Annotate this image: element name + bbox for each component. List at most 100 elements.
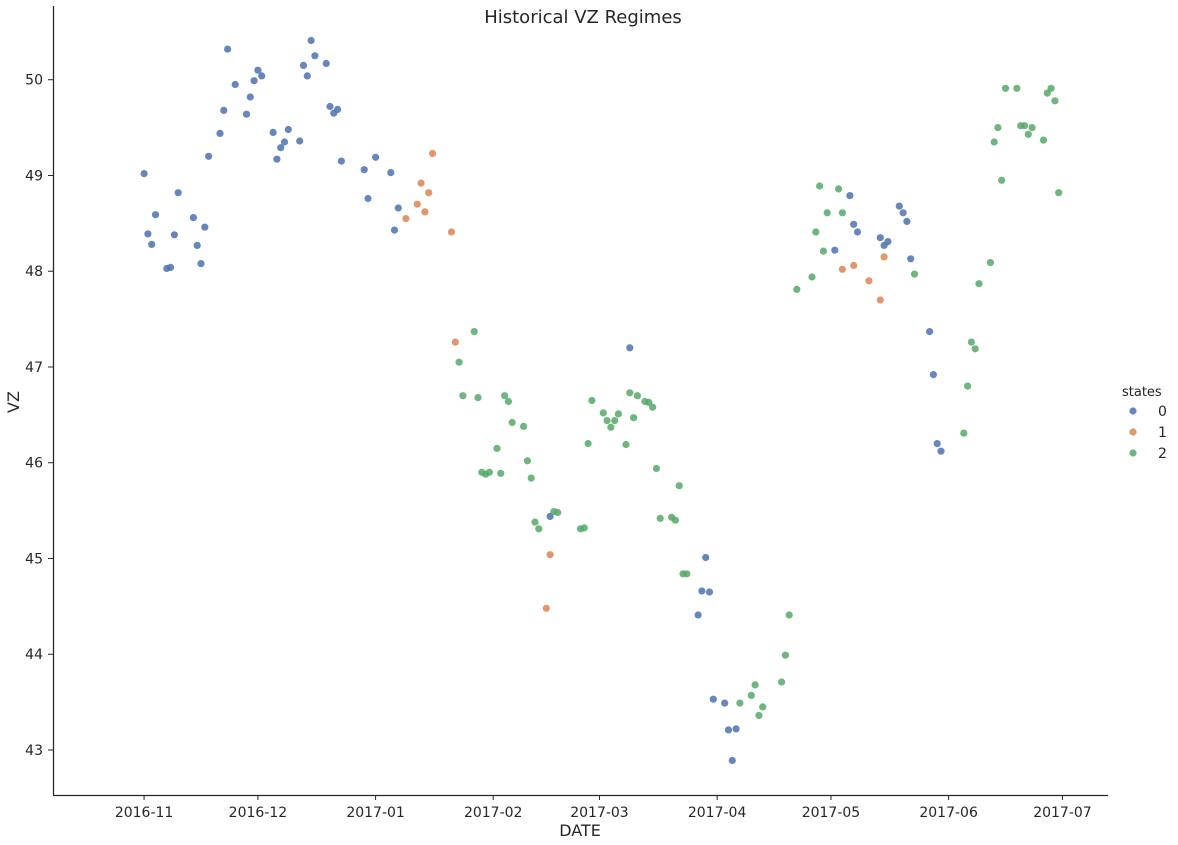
- data-point-state-0: [546, 512, 554, 521]
- data-point-state-0: [372, 153, 380, 161]
- data-point-state-0: [250, 77, 258, 85]
- data-point-state-1: [865, 277, 873, 285]
- y-tick-label: 45: [25, 551, 43, 567]
- data-point-state-0: [148, 240, 156, 248]
- data-point-state-2: [960, 429, 968, 437]
- data-point-state-2: [675, 482, 683, 490]
- y-axis-label: VZ: [4, 391, 23, 413]
- x-tick-label: 2017-01: [346, 805, 405, 821]
- x-tick-label: 2017-02: [464, 805, 523, 821]
- data-point-state-2: [759, 703, 767, 711]
- data-point-state-2: [671, 516, 680, 524]
- data-point-state-0: [205, 152, 213, 160]
- data-point-state-0: [216, 129, 224, 137]
- data-point-state-2: [614, 410, 623, 418]
- data-point-state-2: [1013, 84, 1021, 92]
- data-point-state-2: [527, 474, 535, 482]
- data-point-state-1: [451, 338, 459, 346]
- data-point-state-2: [986, 259, 995, 267]
- data-point-state-0: [231, 80, 239, 89]
- data-point-state-2: [633, 392, 642, 400]
- data-point-state-0: [296, 137, 304, 145]
- data-point-state-2: [554, 508, 562, 517]
- data-point-state-0: [277, 144, 285, 152]
- data-point-state-0: [307, 36, 315, 45]
- legend: states 0 1 2: [1122, 385, 1167, 462]
- x-tick-label: 2016-11: [115, 805, 174, 821]
- data-point-state-1: [542, 604, 550, 612]
- data-point-state-0: [876, 234, 884, 242]
- data-point-state-2: [1043, 89, 1051, 97]
- y-tick-label: 46: [25, 456, 43, 472]
- data-point-state-0: [246, 93, 254, 101]
- data-point-state-2: [652, 464, 661, 473]
- y-tick-label: 49: [25, 168, 43, 184]
- data-point-state-2: [645, 398, 653, 406]
- data-point-state-0: [280, 138, 289, 146]
- legend-label: 2: [1158, 446, 1167, 462]
- data-point-state-2: [683, 570, 691, 578]
- x-tick-label: 2017-06: [919, 805, 978, 821]
- y-tick-label: 43: [25, 743, 43, 759]
- data-point-state-0: [728, 756, 736, 765]
- data-point-state-2: [485, 468, 493, 476]
- data-point-state-0: [303, 72, 311, 80]
- x-tick-label: 2017-04: [688, 805, 747, 821]
- data-point-state-1: [546, 551, 554, 559]
- data-point-state-2: [1028, 124, 1036, 132]
- data-point-state-0: [170, 231, 178, 239]
- data-point-state-0: [853, 228, 862, 236]
- data-point-state-1: [876, 296, 884, 304]
- data-point-state-1: [402, 215, 410, 223]
- data-point-state-0: [174, 189, 182, 197]
- data-point-state-2: [736, 699, 744, 707]
- data-point-state-2: [975, 280, 983, 288]
- data-point-state-0: [390, 226, 399, 234]
- data-point-state-2: [808, 273, 816, 281]
- data-point-state-1: [880, 253, 888, 261]
- data-point-state-2: [504, 397, 512, 406]
- data-point-state-2: [819, 247, 828, 255]
- data-point-state-0: [907, 255, 915, 263]
- data-point-state-0: [846, 192, 854, 200]
- data-point-state-0: [702, 553, 710, 562]
- data-point-state-0: [831, 246, 839, 254]
- y-tick-label: 50: [25, 73, 43, 89]
- data-point-state-0: [284, 125, 292, 134]
- data-point-state-2: [630, 414, 638, 422]
- data-point-state-0: [299, 61, 308, 69]
- legend-marker: [1129, 407, 1137, 415]
- data-point-state-0: [937, 447, 945, 455]
- data-point-state-2: [523, 457, 532, 465]
- data-point-state-2: [580, 524, 588, 532]
- legend-marker: [1129, 428, 1137, 436]
- data-point-state-0: [732, 725, 740, 733]
- data-point-state-2: [823, 209, 831, 217]
- data-point-state-1: [428, 149, 437, 158]
- y-tick-label: 44: [25, 647, 43, 663]
- data-point-state-0: [721, 699, 729, 707]
- data-point-state-2: [599, 409, 607, 417]
- data-point-state-0: [903, 217, 911, 225]
- x-tick-label: 2017-05: [802, 805, 861, 821]
- data-point-state-2: [501, 392, 509, 400]
- data-point-state-0: [899, 209, 907, 217]
- legend-label: 1: [1158, 425, 1167, 441]
- data-point-state-1: [425, 189, 433, 197]
- data-point-state-0: [326, 102, 334, 111]
- data-point-state-2: [520, 422, 528, 430]
- data-point-state-0: [242, 110, 251, 118]
- data-point-state-2: [470, 328, 478, 336]
- data-point-state-2: [793, 285, 801, 293]
- data-point-state-0: [933, 440, 941, 448]
- data-point-state-2: [603, 417, 611, 425]
- data-point-state-2: [584, 440, 592, 448]
- data-point-state-2: [967, 338, 976, 346]
- legend-label: 0: [1158, 404, 1167, 420]
- data-point-state-0: [929, 371, 938, 379]
- data-point-state-2: [459, 392, 467, 400]
- data-point-state-2: [781, 651, 790, 659]
- data-point-state-2: [816, 182, 824, 190]
- data-point-state-0: [193, 241, 201, 249]
